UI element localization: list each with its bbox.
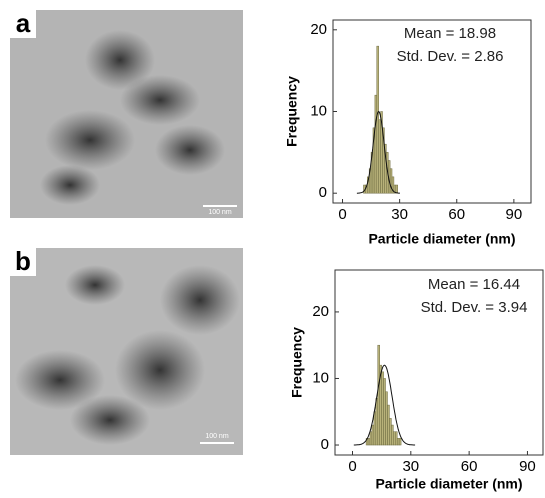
y-tick-label: 0 [319, 184, 327, 201]
histogram-bar [378, 119, 381, 194]
x-tick-label: 90 [506, 206, 523, 223]
x-tick-label: 30 [402, 458, 419, 475]
histogram-bar [375, 398, 379, 446]
histogram-bar [398, 438, 402, 446]
x-tick-label: 60 [448, 206, 465, 223]
y-tick-label: 20 [312, 303, 329, 320]
scale-bar-label: 100 nm [208, 209, 232, 216]
histogram-bar [376, 45, 379, 194]
x-tick-label: 30 [391, 206, 408, 223]
annotation: Std. Dev. = 3.94 [421, 299, 528, 316]
y-tick-label: 10 [312, 369, 329, 386]
histogram-bar [373, 411, 377, 446]
histogram-bar [395, 184, 398, 194]
x-tick-label: 0 [348, 458, 356, 475]
histogram-bar [383, 378, 386, 446]
plot-frame [334, 269, 544, 456]
x-tick-label: 0 [338, 206, 346, 223]
fit-curve [353, 364, 416, 446]
panel-label: b [15, 246, 31, 276]
y-tick-label: 0 [321, 436, 329, 453]
fit-curve [356, 110, 400, 194]
y-tick-label: 20 [310, 21, 327, 38]
tem-image: b 100 nm [10, 246, 243, 455]
annotation: Mean = 16.44 [428, 276, 520, 293]
histogram-bar [389, 418, 392, 446]
histogram-bar [395, 431, 398, 446]
x-tick-label: 90 [519, 458, 536, 475]
tem-image: a 100 nm [10, 8, 243, 218]
histogram-bar [391, 424, 394, 446]
histogram-bar [385, 391, 388, 446]
histogram-bar [377, 344, 380, 446]
histogram-bar [367, 438, 371, 446]
histogram-bar [393, 431, 396, 446]
x-tick-label: 60 [461, 458, 478, 475]
histogram-bar [369, 431, 373, 446]
histogram-bar [374, 94, 378, 194]
y-axis-label: Frequency [284, 76, 300, 147]
panel-label: a [16, 8, 31, 38]
histogram-bar [381, 371, 384, 446]
histogram-bar [387, 404, 390, 446]
y-tick-label: 10 [310, 102, 327, 119]
annotation: Std. Dev. = 2.86 [397, 48, 504, 65]
histogram-bar [371, 424, 375, 446]
annotation: Mean = 18.98 [404, 25, 496, 42]
y-axis-label: Frequency [289, 327, 305, 398]
histogram-bar [396, 438, 400, 446]
scale-bar-label: 100 nm [205, 433, 229, 440]
x-axis-label: Particle diameter (nm) [368, 231, 515, 247]
x-axis-label: Particle diameter (nm) [375, 476, 522, 492]
